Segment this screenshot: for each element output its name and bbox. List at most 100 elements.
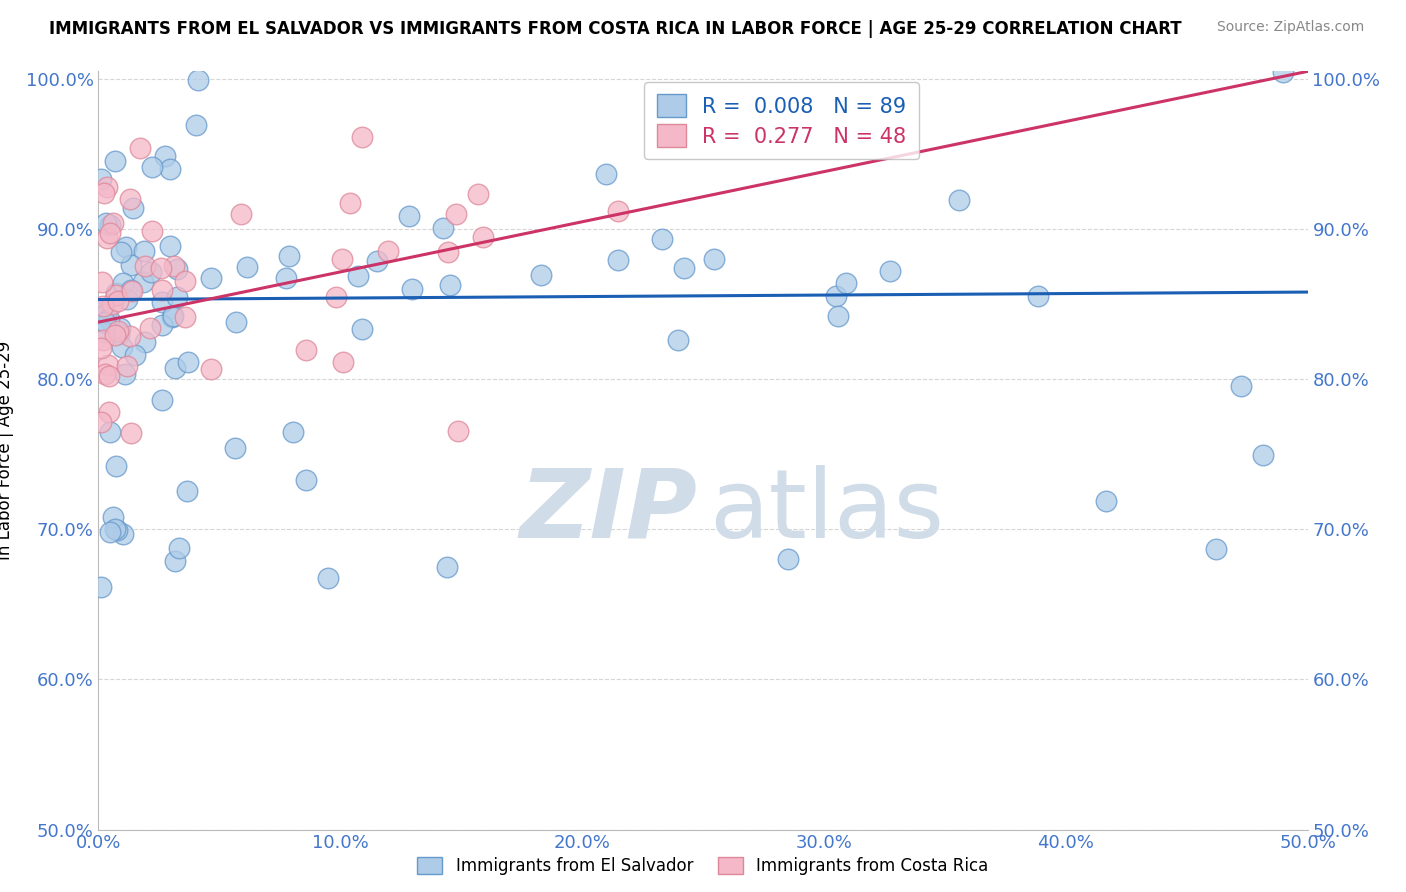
Point: [114, 367, 136, 381]
Point: [277, 249, 299, 263]
Legend: R =  0.008   N = 89, R =  0.277   N = 48: R = 0.008 N = 89, R = 0.277 N = 48: [644, 82, 920, 160]
Point: [186, 119, 208, 133]
Point: [224, 442, 246, 456]
Point: [437, 245, 460, 260]
Point: [96, 179, 118, 194]
Point: [163, 360, 186, 375]
Point: [97, 358, 120, 372]
Point: [101, 297, 124, 311]
Point: [121, 201, 143, 215]
Text: ZIP: ZIP: [519, 465, 697, 558]
Point: [607, 204, 630, 219]
Point: [1095, 494, 1118, 508]
Point: [120, 258, 142, 272]
Point: [110, 245, 132, 260]
Point: [879, 264, 901, 278]
Point: [153, 149, 176, 163]
Point: [187, 73, 209, 87]
Point: [111, 340, 134, 354]
Point: [332, 355, 354, 369]
Point: [295, 473, 318, 487]
Point: [97, 405, 120, 419]
Point: [93, 326, 115, 340]
Point: [1205, 541, 1227, 556]
Point: [446, 424, 468, 438]
Point: [90, 581, 112, 595]
Text: Source: ZipAtlas.com: Source: ZipAtlas.com: [1216, 20, 1364, 34]
Point: [90, 172, 112, 186]
Point: [467, 186, 489, 201]
Point: [94, 367, 117, 381]
Point: [439, 277, 461, 292]
Point: [150, 283, 173, 297]
Point: [436, 560, 458, 574]
Point: [138, 321, 160, 335]
Point: [472, 229, 495, 244]
Point: [105, 523, 128, 537]
Point: [398, 209, 420, 223]
Point: [117, 292, 139, 306]
Point: [96, 216, 118, 230]
Point: [104, 523, 127, 537]
Point: [124, 348, 146, 362]
Point: [339, 196, 361, 211]
Point: [101, 510, 124, 524]
Point: [166, 261, 188, 276]
Point: [149, 261, 172, 276]
Point: [174, 310, 197, 324]
Point: [283, 425, 305, 439]
Point: [118, 192, 141, 206]
Point: [366, 253, 388, 268]
Point: [169, 541, 191, 556]
Point: [91, 299, 114, 313]
Point: [107, 293, 129, 308]
Legend: Immigrants from El Salvador, Immigrants from Costa Rica: Immigrants from El Salvador, Immigrants …: [409, 849, 997, 884]
Point: [776, 552, 799, 566]
Point: [90, 301, 112, 316]
Point: [377, 244, 399, 258]
Point: [827, 309, 849, 323]
Point: [104, 154, 127, 169]
Point: [91, 275, 114, 289]
Point: [93, 186, 115, 200]
Point: [134, 335, 156, 350]
Point: [672, 261, 695, 276]
Point: [107, 324, 129, 338]
Point: [166, 289, 188, 303]
Point: [90, 306, 112, 320]
Point: [530, 268, 553, 283]
Point: [141, 224, 163, 238]
Point: [132, 244, 155, 258]
Point: [97, 368, 120, 383]
Point: [666, 333, 689, 347]
Text: atlas: atlas: [709, 465, 945, 558]
Point: [444, 207, 467, 221]
Point: [98, 226, 121, 240]
Point: [401, 282, 423, 296]
Point: [132, 275, 155, 289]
Point: [295, 343, 318, 357]
Point: [825, 289, 848, 303]
Point: [105, 458, 128, 473]
Point: [1230, 379, 1253, 393]
Point: [98, 524, 121, 539]
Point: [98, 425, 121, 440]
Point: [105, 286, 128, 301]
Point: [274, 271, 297, 285]
Point: [90, 341, 112, 355]
Point: [160, 310, 183, 324]
Point: [225, 315, 247, 329]
Point: [150, 294, 173, 309]
Point: [159, 238, 181, 252]
Point: [98, 311, 121, 326]
Point: [595, 167, 617, 181]
Point: [432, 220, 454, 235]
Point: [162, 309, 184, 323]
Point: [134, 260, 156, 274]
Point: [165, 554, 187, 568]
Point: [121, 284, 143, 298]
Point: [94, 315, 117, 329]
Point: [111, 527, 134, 541]
Point: [90, 415, 112, 429]
Point: [115, 359, 138, 373]
